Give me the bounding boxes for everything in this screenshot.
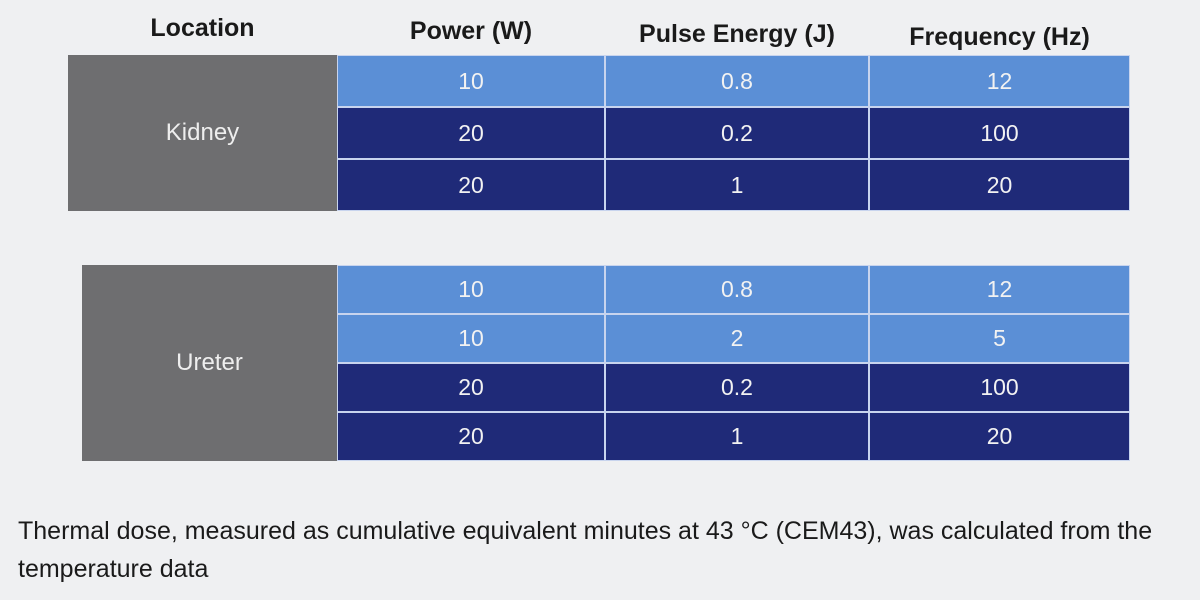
column-header: Power (W) xyxy=(409,17,533,45)
column-header: Location xyxy=(150,14,255,42)
location-cell: Kidney xyxy=(68,55,337,211)
table-cell: 20 xyxy=(869,412,1130,461)
table-cell: 0.2 xyxy=(605,363,869,412)
table-cell: 12 xyxy=(869,265,1130,314)
table-cell: 10 xyxy=(337,265,605,314)
location-cell: Ureter xyxy=(82,265,337,461)
table-cell: 20 xyxy=(337,107,605,159)
table-cell: 2 xyxy=(605,314,869,363)
table-cell: 1 xyxy=(605,412,869,461)
table-cell: 12 xyxy=(869,55,1130,107)
table-cell: 1 xyxy=(605,159,869,211)
table-cell: 100 xyxy=(869,363,1130,412)
table-cell: 100 xyxy=(869,107,1130,159)
table-cell: 20 xyxy=(869,159,1130,211)
table-cell: 0.8 xyxy=(605,265,869,314)
column-header: Frequency (Hz) xyxy=(909,23,1090,51)
table-cell: 5 xyxy=(869,314,1130,363)
footnote: Thermal dose, measured as cumulative equ… xyxy=(18,517,1153,583)
column-header: Pulse Energy (J) xyxy=(639,20,835,48)
table-cell: 0.8 xyxy=(605,55,869,107)
table-cell: 0.2 xyxy=(605,107,869,159)
table-cell: 20 xyxy=(337,159,605,211)
table-cell: 20 xyxy=(337,412,605,461)
table-cell: 20 xyxy=(337,363,605,412)
table-cell: 10 xyxy=(337,314,605,363)
table-cell: 10 xyxy=(337,55,605,107)
